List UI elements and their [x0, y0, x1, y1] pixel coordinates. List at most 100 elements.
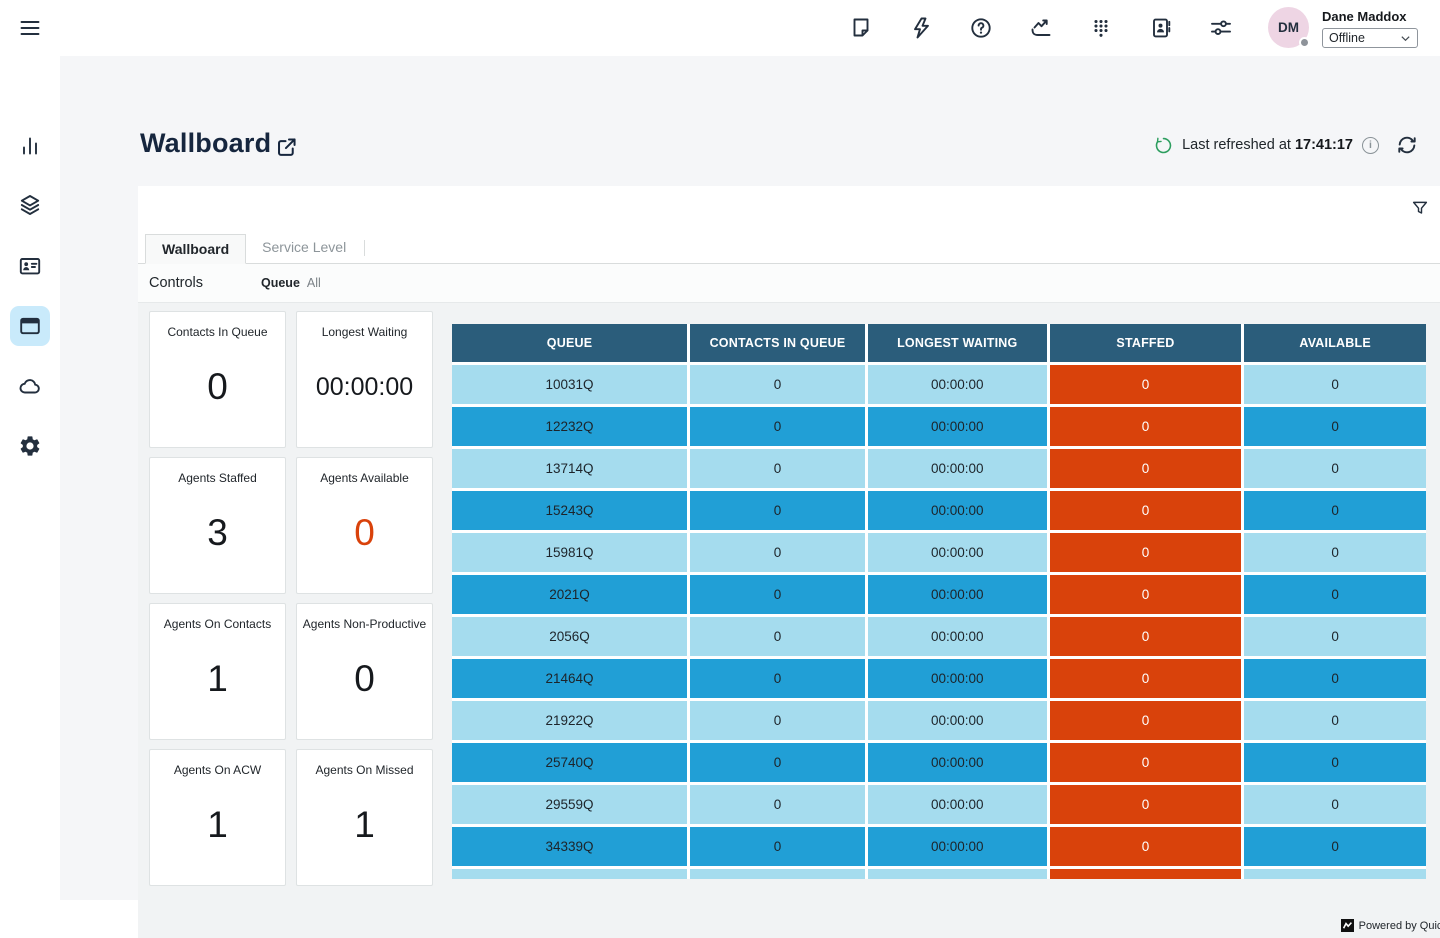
table-cell[interactable]: 0: [1244, 659, 1426, 698]
table-cell[interactable]: 0: [690, 449, 865, 488]
table-header-cell[interactable]: LONGEST WAITING: [867, 324, 1047, 362]
table-cell[interactable]: 0: [690, 407, 865, 446]
table-cell[interactable]: 0: [1049, 785, 1242, 824]
sidebar-item-analytics[interactable]: [10, 126, 50, 166]
kpi-card[interactable]: Agents Available 0: [296, 457, 433, 594]
sidebar-item-agent-card[interactable]: [10, 246, 50, 286]
table-row[interactable]: 10031Q 0 00:00:00 0 0: [452, 365, 1426, 404]
table-cell[interactable]: [867, 869, 1047, 879]
table-cell[interactable]: 0: [1244, 365, 1426, 404]
table-cell[interactable]: 0: [1049, 659, 1242, 698]
table-cell[interactable]: 0: [1049, 701, 1242, 740]
table-cell[interactable]: 0: [690, 533, 865, 572]
table-cell[interactable]: 0: [1049, 827, 1242, 866]
table-cell[interactable]: 34339Q: [452, 827, 688, 866]
table-cell[interactable]: 00:00:00: [867, 659, 1047, 698]
refresh-icon[interactable]: [1396, 134, 1418, 156]
table-row[interactable]: 12232Q 0 00:00:00 0 0: [452, 407, 1426, 446]
table-cell[interactable]: 0: [1049, 449, 1242, 488]
table-cell[interactable]: 0: [690, 575, 865, 614]
table-cell[interactable]: 0: [1244, 617, 1426, 656]
table-cell[interactable]: 00:00:00: [867, 575, 1047, 614]
table-cell[interactable]: 00:00:00: [867, 827, 1047, 866]
table-cell[interactable]: 0: [690, 743, 865, 782]
table-cell[interactable]: 0: [1049, 575, 1242, 614]
table-cell[interactable]: 00:00:00: [867, 743, 1047, 782]
table-cell[interactable]: 00:00:00: [867, 701, 1047, 740]
table-cell[interactable]: 00:00:00: [867, 533, 1047, 572]
kpi-card[interactable]: Contacts In Queue 0: [149, 311, 286, 448]
table-cell[interactable]: 0: [1049, 407, 1242, 446]
dialpad-icon[interactable]: [1089, 16, 1113, 40]
table-cell[interactable]: 0: [1049, 365, 1242, 404]
table-cell[interactable]: 00:00:00: [867, 365, 1047, 404]
sidebar-item-settings[interactable]: [10, 426, 50, 466]
table-cell[interactable]: 0: [1049, 617, 1242, 656]
table-cell[interactable]: [1049, 869, 1242, 879]
table-row[interactable]: 25740Q 0 00:00:00 0 0: [452, 743, 1426, 782]
open-external-icon[interactable]: [275, 136, 298, 159]
table-cell[interactable]: 0: [690, 659, 865, 698]
table-row[interactable]: 15243Q 0 00:00:00 0 0: [452, 491, 1426, 530]
table-cell[interactable]: 21464Q: [452, 659, 688, 698]
table-cell[interactable]: 0: [1244, 701, 1426, 740]
table-row[interactable]: 2056Q 0 00:00:00 0 0: [452, 617, 1426, 656]
note-icon[interactable]: [849, 16, 873, 40]
status-select[interactable]: Offline: [1322, 28, 1418, 48]
table-cell[interactable]: 0: [1049, 491, 1242, 530]
table-cell[interactable]: [690, 869, 865, 879]
table-header-cell[interactable]: AVAILABLE: [1244, 324, 1426, 362]
sidebar-item-cloud[interactable]: [10, 366, 50, 406]
table-row[interactable]: 2021Q 0 00:00:00 0 0: [452, 575, 1426, 614]
table-cell[interactable]: 00:00:00: [867, 407, 1047, 446]
table-cell[interactable]: 25740Q: [452, 743, 688, 782]
menu-icon[interactable]: [17, 16, 43, 40]
kpi-card[interactable]: Agents On ACW 1: [149, 749, 286, 886]
table-row[interactable]: 15981Q 0 00:00:00 0 0: [452, 533, 1426, 572]
sidebar-item-wallboard[interactable]: [10, 306, 50, 346]
table-cell[interactable]: 29559Q: [452, 785, 688, 824]
lightning-icon[interactable]: [909, 16, 933, 40]
table-cell[interactable]: 0: [1244, 407, 1426, 446]
table-cell[interactable]: 0: [1244, 533, 1426, 572]
kpi-card[interactable]: Longest Waiting 00:00:00: [296, 311, 433, 448]
help-icon[interactable]: [969, 16, 993, 40]
table-cell[interactable]: 15243Q: [452, 491, 688, 530]
table-cell[interactable]: 00:00:00: [867, 491, 1047, 530]
table-cell[interactable]: 0: [1244, 491, 1426, 530]
table-row[interactable]: 34339Q 0 00:00:00 0 0: [452, 827, 1426, 866]
table-cell[interactable]: 00:00:00: [867, 785, 1047, 824]
table-cell[interactable]: 0: [1244, 827, 1426, 866]
table-cell[interactable]: 0: [1244, 743, 1426, 782]
contacts-icon[interactable]: [1149, 16, 1173, 40]
sidebar-item-layers[interactable]: [10, 185, 50, 225]
table-header-cell[interactable]: STAFFED: [1049, 324, 1242, 362]
table-cell[interactable]: 0: [1244, 449, 1426, 488]
filter-icon[interactable]: [1411, 199, 1429, 217]
table-cell[interactable]: 12232Q: [452, 407, 688, 446]
tab-service-level[interactable]: Service Level: [262, 239, 347, 255]
table-cell[interactable]: 0: [1244, 575, 1426, 614]
table-cell[interactable]: 0: [690, 491, 865, 530]
table-row[interactable]: 13714Q 0 00:00:00 0 0: [452, 449, 1426, 488]
table-row[interactable]: [452, 869, 1426, 879]
table-cell[interactable]: 21922Q: [452, 701, 688, 740]
table-cell[interactable]: 15981Q: [452, 533, 688, 572]
table-header-cell[interactable]: CONTACTS IN QUEUE: [690, 324, 865, 362]
table-cell[interactable]: 0: [690, 785, 865, 824]
table-cell[interactable]: 2021Q: [452, 575, 688, 614]
metrics-icon[interactable]: [1029, 16, 1053, 40]
kpi-card[interactable]: Agents On Missed 1: [296, 749, 433, 886]
table-cell[interactable]: [452, 869, 688, 879]
table-cell[interactable]: 0: [690, 365, 865, 404]
table-cell[interactable]: 0: [690, 617, 865, 656]
queue-parameter[interactable]: Queue All: [261, 276, 321, 290]
table-header-cell[interactable]: QUEUE: [452, 324, 688, 362]
table-cell[interactable]: 0: [1049, 533, 1242, 572]
tab-wallboard[interactable]: Wallboard: [145, 234, 247, 264]
table-cell[interactable]: 0: [690, 827, 865, 866]
table-row[interactable]: 21464Q 0 00:00:00 0 0: [452, 659, 1426, 698]
table-cell[interactable]: 0: [1049, 743, 1242, 782]
table-row[interactable]: 29559Q 0 00:00:00 0 0: [452, 785, 1426, 824]
kpi-card[interactable]: Agents Staffed 3: [149, 457, 286, 594]
